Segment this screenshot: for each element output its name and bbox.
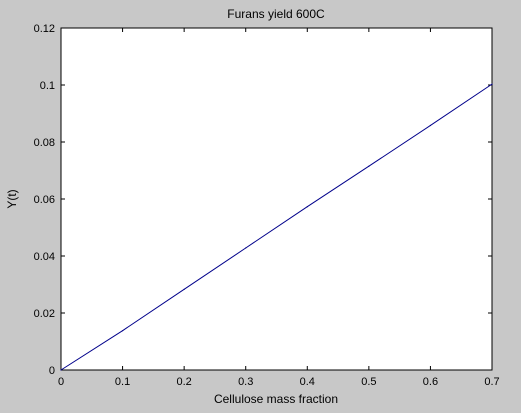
data-point: [491, 83, 493, 85]
axis-ticks: 0 0.1 0.2 0.3 0.4 0.5 0.6 0.7 0 0.02 0.04 0.06 0.08 0…: [34, 23, 500, 388]
data-point: [306, 206, 308, 208]
data-point: [60, 369, 62, 371]
y-tick-label: 0.06: [34, 194, 55, 206]
chart-title: Furans yield 600C: [227, 7, 325, 21]
x-tick-label: 0.4: [300, 376, 315, 388]
x-tick-label: 0.1: [115, 376, 130, 388]
data-point: [429, 124, 432, 127]
y-tick-label: 0.02: [34, 308, 55, 320]
y-tick-label: 0: [49, 365, 55, 377]
y-tick-label: 0.1: [40, 80, 55, 92]
x-tick-label: 0.3: [238, 376, 253, 388]
x-tick-label: 0.6: [423, 376, 438, 388]
y-tick-label: 0.12: [34, 23, 55, 35]
y-tick-label: 0.04: [34, 251, 55, 263]
data-point: [183, 288, 185, 290]
plot-area: [60, 27, 493, 371]
x-axis-label: Cellulose mass fraction: [214, 392, 338, 406]
x-tick-label: 0.2: [176, 376, 191, 388]
x-tick-label: 0.7: [484, 376, 499, 388]
x-tick-label: 0: [58, 376, 64, 388]
x-tick-label: 0.5: [361, 376, 376, 388]
data-point: [121, 330, 124, 332]
data-points: [60, 83, 493, 371]
series-line: [60, 83, 493, 371]
data-point: [245, 247, 247, 249]
y-tick-label: 0.08: [34, 137, 55, 149]
data-point: [368, 165, 370, 167]
y-axis-label: Y(t): [5, 189, 19, 208]
